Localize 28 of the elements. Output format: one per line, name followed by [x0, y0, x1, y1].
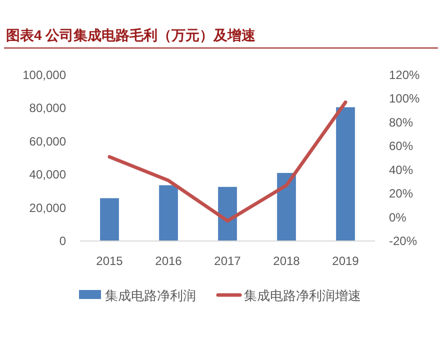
y-tick-label: 80,000 [29, 101, 66, 116]
x-tick-label: 2017 [214, 254, 242, 268]
y2-tick-label: -20% [389, 234, 418, 248]
bar [218, 186, 237, 241]
legend-label: 集成电路净利润 [105, 288, 196, 303]
x-tick-label: 2018 [273, 254, 300, 268]
y2-tick-label: 100% [389, 92, 420, 106]
y-tick-label: 100,000 [22, 68, 66, 82]
y2-tick-label: 80% [389, 115, 414, 130]
y-tick-label: 60,000 [29, 134, 66, 148]
line-series [108, 100, 348, 223]
legend-label: 集成电路净利润增速 [244, 288, 361, 303]
y-tick-label: 40,000 [29, 168, 66, 182]
bar [159, 185, 178, 241]
bar [336, 107, 355, 241]
y2-tick-label: 60% [389, 139, 414, 154]
bar [100, 198, 119, 241]
x-tick-label: 2016 [155, 254, 182, 268]
y2-tick-label: 0% [389, 210, 407, 224]
y-tick-label: 0 [59, 234, 66, 248]
bar [277, 172, 296, 241]
x-tick-label: 2019 [332, 254, 360, 268]
y-tick-label: 20,000 [29, 200, 66, 215]
y2-tick-label: 40% [389, 162, 414, 177]
y2-tick-label: 120% [389, 68, 420, 82]
chart-title: 图表4 公司集成电路毛利（万元）及增速 [6, 27, 257, 43]
y2-tick-label: 20% [389, 186, 414, 201]
x-tick-label: 2015 [96, 254, 124, 268]
